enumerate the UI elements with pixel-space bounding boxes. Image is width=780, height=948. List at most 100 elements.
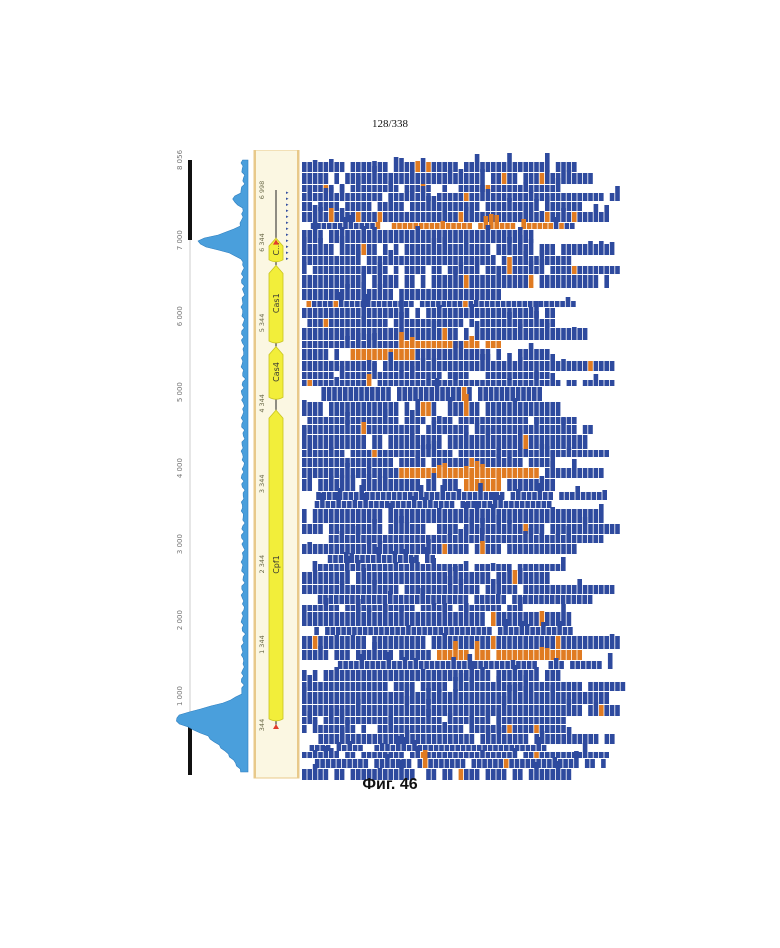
read xyxy=(448,372,453,379)
read xyxy=(437,435,442,449)
read xyxy=(486,605,491,611)
read xyxy=(513,308,518,318)
read xyxy=(453,173,458,184)
read xyxy=(356,193,361,201)
read xyxy=(415,349,420,360)
read xyxy=(572,595,577,604)
read xyxy=(583,266,588,274)
read xyxy=(545,417,550,424)
read xyxy=(512,301,517,307)
read xyxy=(520,621,525,635)
read xyxy=(599,535,604,543)
read xyxy=(518,636,523,649)
read xyxy=(410,244,415,255)
read xyxy=(388,605,393,611)
read xyxy=(448,435,453,449)
read xyxy=(302,650,307,660)
read xyxy=(550,185,555,192)
read xyxy=(496,301,501,307)
read xyxy=(594,204,599,222)
read xyxy=(442,603,447,626)
read xyxy=(313,319,318,327)
read xyxy=(354,223,359,229)
read xyxy=(523,564,528,571)
read xyxy=(388,524,393,534)
read xyxy=(556,256,561,265)
read xyxy=(545,275,550,288)
read xyxy=(388,380,393,386)
read xyxy=(345,372,350,379)
read xyxy=(356,585,361,594)
read xyxy=(415,266,420,274)
read xyxy=(518,185,523,192)
read xyxy=(437,636,442,649)
read xyxy=(415,226,420,243)
read-mismatch xyxy=(394,349,399,360)
read xyxy=(432,358,437,371)
read xyxy=(529,458,534,467)
read xyxy=(507,212,512,222)
read xyxy=(513,185,518,192)
read xyxy=(331,759,336,768)
read xyxy=(540,458,545,467)
read xyxy=(351,585,356,594)
read xyxy=(550,461,555,478)
read xyxy=(566,526,571,543)
read xyxy=(351,524,356,534)
read xyxy=(486,266,491,274)
read xyxy=(534,371,539,386)
read xyxy=(383,725,388,733)
read xyxy=(415,725,420,733)
read xyxy=(507,185,512,192)
read xyxy=(334,692,339,704)
read xyxy=(453,162,458,172)
read xyxy=(351,612,356,626)
read xyxy=(437,535,442,543)
read xyxy=(345,380,350,386)
read xyxy=(540,444,545,457)
read xyxy=(345,361,350,371)
read xyxy=(567,212,572,222)
read xyxy=(588,535,593,543)
read xyxy=(453,585,458,594)
read xyxy=(324,636,329,649)
read xyxy=(575,486,580,500)
read xyxy=(410,289,415,300)
read xyxy=(356,402,361,416)
read xyxy=(340,275,345,288)
read xyxy=(513,162,518,172)
read xyxy=(394,328,399,340)
read xyxy=(496,289,501,300)
read xyxy=(313,524,318,534)
alignment-figure-svg: 1 0002 0003 0004 0005 0006 0007 0008 056… xyxy=(160,150,640,780)
read xyxy=(345,202,350,211)
read xyxy=(347,741,352,751)
read xyxy=(529,402,534,416)
read xyxy=(459,717,464,724)
read xyxy=(356,636,361,649)
read xyxy=(394,230,399,243)
read xyxy=(469,289,474,300)
read xyxy=(399,636,404,649)
read xyxy=(561,717,566,724)
read xyxy=(599,212,604,222)
coverage-tick-label: 5 000 xyxy=(176,382,184,402)
read xyxy=(361,193,366,201)
read xyxy=(394,244,399,255)
read xyxy=(401,737,406,751)
read xyxy=(355,301,360,307)
read xyxy=(378,612,383,626)
read xyxy=(334,212,339,222)
read xyxy=(523,705,528,716)
read xyxy=(374,627,379,635)
read xyxy=(425,547,430,563)
read xyxy=(361,705,366,716)
read xyxy=(410,425,415,434)
read xyxy=(324,509,329,523)
read xyxy=(491,734,496,744)
read xyxy=(502,509,507,523)
read xyxy=(432,725,437,733)
read xyxy=(450,501,455,508)
read xyxy=(496,349,501,360)
read xyxy=(442,237,447,255)
